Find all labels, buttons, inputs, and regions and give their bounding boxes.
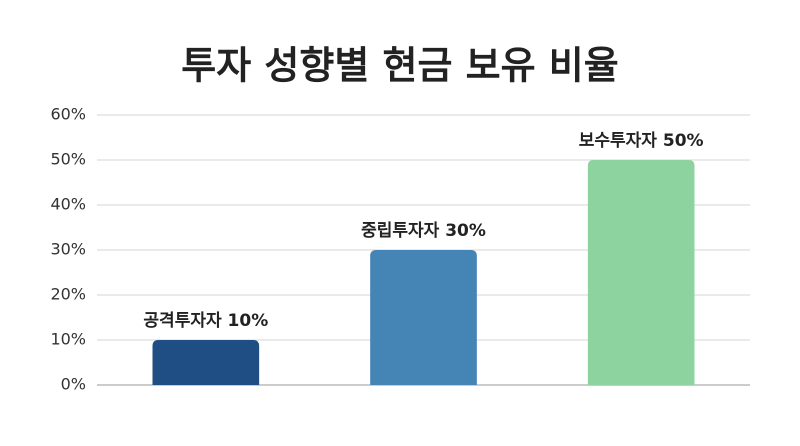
y-tick-label: 30% bbox=[50, 240, 86, 259]
bar bbox=[587, 160, 695, 385]
bar bbox=[152, 340, 260, 385]
y-tick-label: 0% bbox=[61, 375, 86, 394]
y-tick-label: 20% bbox=[50, 285, 86, 304]
y-tick-label: 10% bbox=[50, 330, 86, 349]
y-tick-label: 50% bbox=[50, 150, 86, 169]
chart-title: 투자 성향별 현금 보유 비율 bbox=[181, 44, 618, 88]
value-label: 중립투자자 30% bbox=[361, 221, 486, 241]
y-tick-label: 40% bbox=[50, 195, 86, 214]
bar bbox=[370, 250, 477, 385]
value-label: 보수투자자 50% bbox=[579, 131, 704, 151]
y-tick-label: 60% bbox=[50, 105, 86, 124]
value-label: 공격투자자 10% bbox=[143, 311, 268, 331]
